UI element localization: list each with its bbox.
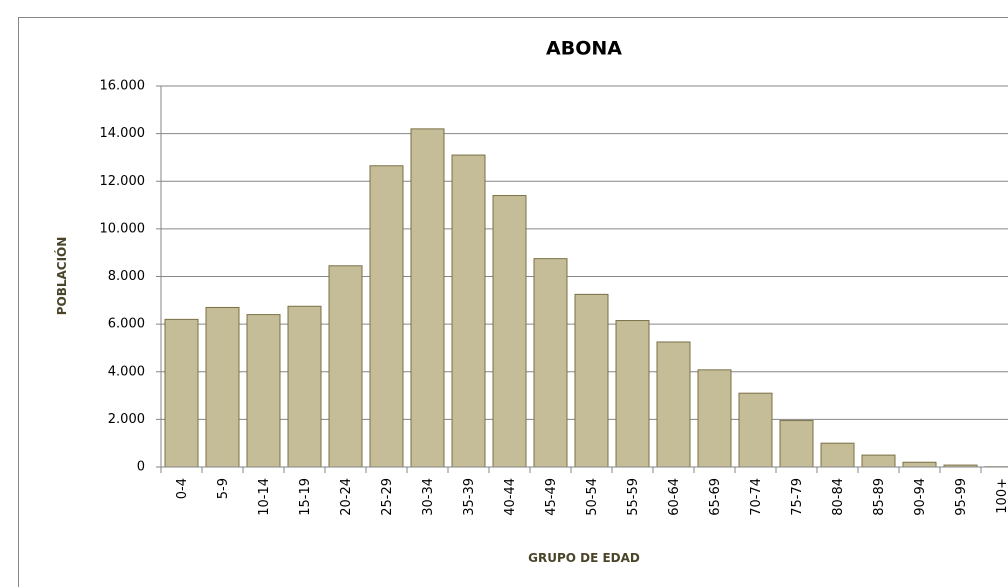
bar [287,305,322,468]
y-tick-label: 0 [137,460,145,475]
y-tick-label: 14.000 [100,126,146,141]
x-tick-label: 0-4 [175,478,190,499]
x-tick-label: 60-64 [667,478,682,516]
bar [410,128,445,468]
x-tick-label: 80-84 [831,478,846,516]
x-tick-label: 50-54 [585,478,600,516]
y-tick-label: 6.000 [108,317,145,332]
bar [246,314,281,468]
x-tick-label: 100+ [995,478,1008,514]
y-tick-label: 8.000 [108,269,145,284]
x-tick-label: 10-14 [257,478,272,516]
x-tick-label: 35-39 [462,478,477,516]
bar [779,420,814,468]
x-axis-title: GRUPO DE EDAD [528,551,640,565]
bar [328,265,363,468]
bar [615,320,650,468]
bar [738,392,773,468]
x-tick-label: 75-79 [790,478,805,516]
x-tick-label: 55-59 [626,478,641,516]
bar [902,461,937,468]
bar [205,306,240,468]
bar [697,369,732,468]
bar [533,258,568,468]
x-tick-label: 40-44 [503,478,518,516]
x-tick-label: 30-34 [421,478,436,516]
y-tick-label: 2.000 [108,412,145,427]
x-tick-label: 20-24 [339,478,354,516]
y-tick-label: 4.000 [108,364,145,379]
bar [656,341,691,468]
x-tick-label: 45-49 [544,478,559,516]
bar [451,154,486,468]
bar [574,293,609,468]
x-tick-label: 85-89 [872,478,887,516]
y-axis-title: POBLACIÓN [54,237,69,316]
x-tick-label: 25-29 [380,478,395,516]
bar [861,454,896,468]
bar [492,195,527,468]
x-tick-label: 90-94 [913,478,928,516]
x-tick-label: 95-99 [954,478,969,516]
x-tick-label: 5-9 [216,478,231,499]
bar [820,442,855,468]
x-tick-label: 65-69 [708,478,723,516]
chart-title: ABONA [546,38,622,60]
y-tick-label: 10.000 [100,221,146,236]
bar [369,165,404,468]
x-tick-label: 70-74 [749,478,764,516]
y-tick-label: 12.000 [100,174,146,189]
x-tick-label: 15-19 [298,478,313,516]
bar [164,318,199,468]
y-tick-label: 16.000 [100,79,146,94]
